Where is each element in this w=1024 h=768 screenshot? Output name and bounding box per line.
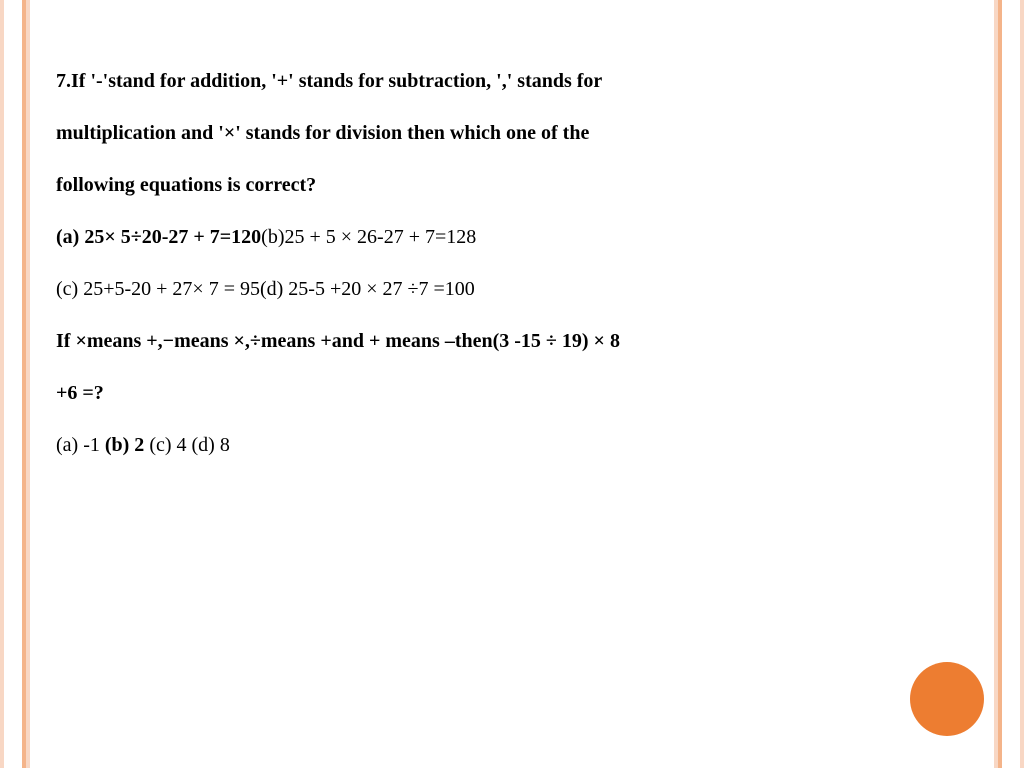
stripe-right-3 xyxy=(1002,0,1020,768)
q2-option-c: (c) 4 xyxy=(149,434,191,456)
q1-line3: following equations is correct? xyxy=(56,159,968,211)
decorative-circle xyxy=(910,662,984,736)
stripe-left-4 xyxy=(26,0,30,768)
stripe-right-4 xyxy=(1020,0,1024,768)
q1-option-a: (a) 25× 5÷20-27 + 7=120 xyxy=(56,226,261,248)
q1-line1: 7.If '-'stand for addition, '+' stands f… xyxy=(56,55,968,107)
q1-options-cd: (c) 25+5-20 + 27× 7 = 95(d) 25-5 +20 × 2… xyxy=(56,263,968,315)
q1-options-ab: (a) 25× 5÷20-27 + 7=120(b)25 + 5 × 26-27… xyxy=(56,211,968,263)
q1-option-c: (c) 25+5-20 + 27× 7 = 95 xyxy=(56,278,260,300)
q2-option-b: (b) 2 xyxy=(105,434,149,456)
q2-option-d: (d) 8 xyxy=(192,434,230,456)
q1-line2: multiplication and '×' stands for divisi… xyxy=(56,107,968,159)
q2-options: (a) -1 (b) 2 (c) 4 (d) 8 xyxy=(56,419,968,471)
q2-option-a: (a) -1 xyxy=(56,434,105,456)
stripe-left-2 xyxy=(4,0,22,768)
q1-option-d: (d) 25-5 +20 × 27 ÷7 =100 xyxy=(260,278,475,300)
q1-option-b: (b)25 + 5 × 26-27 + 7=128 xyxy=(261,226,476,248)
q2-line2: +6 =? xyxy=(56,367,968,419)
q2-line1: If ×means +,−means ×,÷means +and + means… xyxy=(56,315,968,367)
slide-content: 7.If '-'stand for addition, '+' stands f… xyxy=(56,55,968,471)
